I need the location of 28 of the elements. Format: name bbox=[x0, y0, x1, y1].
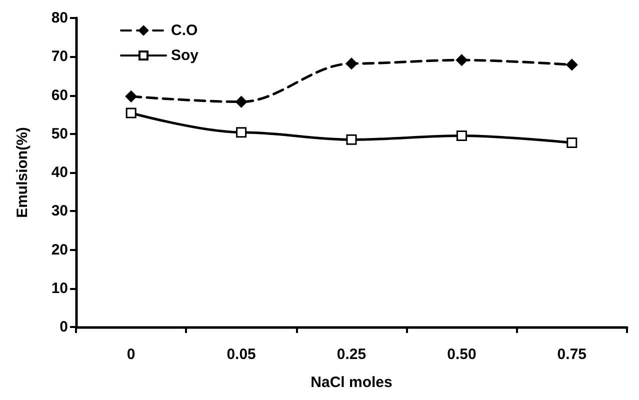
y-tick-label: 80 bbox=[51, 10, 68, 26]
x-tick-label: 0.50 bbox=[447, 346, 476, 363]
legend-label: C.O bbox=[171, 22, 198, 39]
point bbox=[566, 58, 578, 70]
point bbox=[236, 96, 248, 108]
y-tick-label: 30 bbox=[51, 202, 68, 220]
point bbox=[236, 127, 247, 138]
x-axis-title: NaCl moles bbox=[310, 374, 392, 391]
point bbox=[126, 108, 136, 118]
point bbox=[456, 54, 468, 66]
y-tick-label: 0 bbox=[60, 318, 68, 336]
y-tick-label: 40 bbox=[51, 164, 68, 181]
y-tick-label: 10 bbox=[51, 280, 68, 297]
point bbox=[566, 138, 578, 148]
point bbox=[456, 130, 467, 142]
legend-label: Soy bbox=[171, 47, 200, 64]
y-tick-label: 20 bbox=[51, 241, 68, 258]
x-tick-label: 0 bbox=[126, 346, 136, 363]
y-tick-label: 60 bbox=[51, 86, 68, 104]
point bbox=[125, 90, 137, 102]
x-tick-label: 0.75 bbox=[557, 346, 586, 363]
x-tick-label: 0.05 bbox=[226, 346, 256, 363]
y-tick-label: 50 bbox=[51, 125, 68, 142]
y-axis-title: Emulsion(%) bbox=[14, 127, 31, 218]
point bbox=[346, 134, 357, 145]
point bbox=[346, 58, 358, 70]
x-tick-label: 0.25 bbox=[336, 346, 366, 363]
y-tick-label: 70 bbox=[51, 48, 68, 66]
